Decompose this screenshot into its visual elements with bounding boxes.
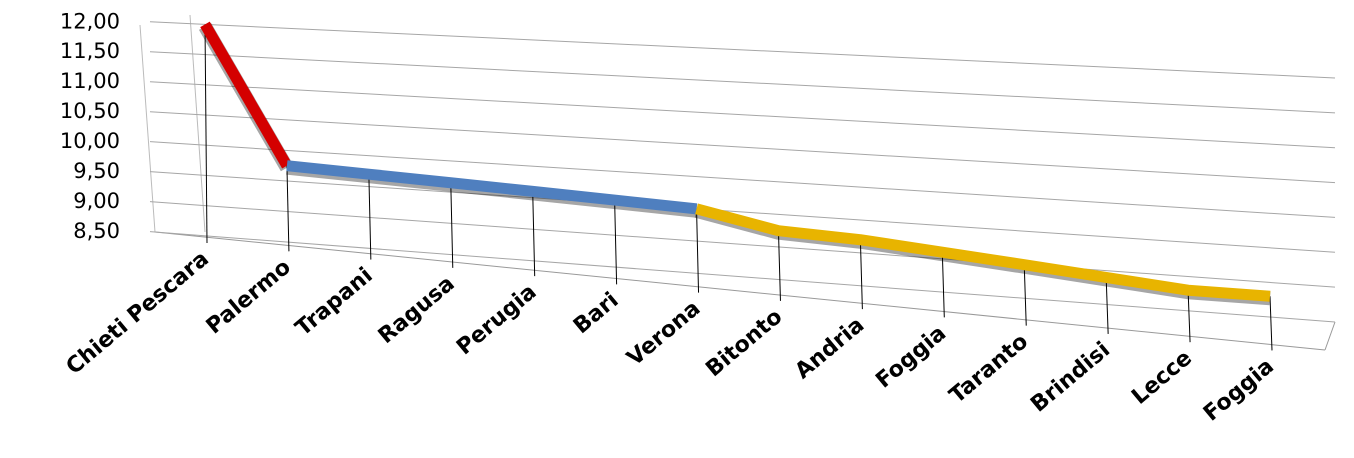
series-line (695, 203, 1271, 302)
grid-line (149, 201, 1336, 288)
floor-edge (154, 231, 1326, 351)
x-tick-label: Taranto (945, 329, 1033, 409)
y-tick-label: 11,50 (60, 39, 120, 63)
x-tick-label: Bitonto (701, 304, 787, 382)
series-line (200, 21, 292, 169)
series-line (286, 160, 698, 215)
drop-line (696, 208, 700, 293)
y-tick-label: 8,50 (73, 219, 120, 243)
x-tick-label: Bari (569, 288, 623, 339)
grid-line (149, 231, 1336, 323)
grid-line (149, 21, 1336, 79)
drop-line (368, 174, 372, 260)
x-tick-label: Foggia (1199, 354, 1279, 427)
y-tick-label: 10,50 (60, 99, 120, 123)
x-tick-label: Ragusa (374, 271, 460, 349)
x-tick-label: Brindisi (1026, 337, 1115, 417)
y-tick-label: 9,00 (73, 189, 120, 213)
x-tick-label: Andria (791, 313, 870, 385)
x-tick-label: Perugia (452, 280, 541, 361)
drop-line (204, 24, 208, 244)
drop-line (1269, 296, 1273, 351)
x-tick-label: Lecce (1127, 346, 1197, 410)
y-tick-label: 10,00 (60, 129, 120, 153)
drop-line (1105, 277, 1109, 334)
grid-line (149, 111, 1336, 184)
grid-line (149, 51, 1336, 114)
floor-edge (1324, 321, 1336, 351)
drop-line (777, 230, 781, 301)
drop-line (614, 200, 618, 285)
drop-line (941, 252, 945, 318)
grid-line (149, 171, 1336, 253)
y-tick-label: 9,50 (73, 159, 120, 183)
drop-line (286, 165, 290, 252)
x-tick-label: Trapani (291, 263, 378, 341)
drop-line (1187, 290, 1191, 343)
drop-line (450, 182, 454, 268)
grid-line (149, 81, 1336, 149)
drop-line (532, 191, 536, 277)
x-tick-label: Foggia (871, 321, 951, 394)
drop-line (859, 239, 863, 310)
x-tick-label: Palermo (202, 255, 296, 340)
y-tick-label: 11,00 (60, 69, 120, 93)
x-tick-label: Chieti Pescara (62, 246, 214, 379)
y-tick-label: 12,00 (60, 9, 120, 33)
grid-line (149, 141, 1336, 218)
drop-line (1023, 264, 1027, 326)
axis-edge (139, 24, 156, 233)
x-tick-label: Verona (623, 296, 706, 371)
wall-edge (189, 14, 206, 233)
